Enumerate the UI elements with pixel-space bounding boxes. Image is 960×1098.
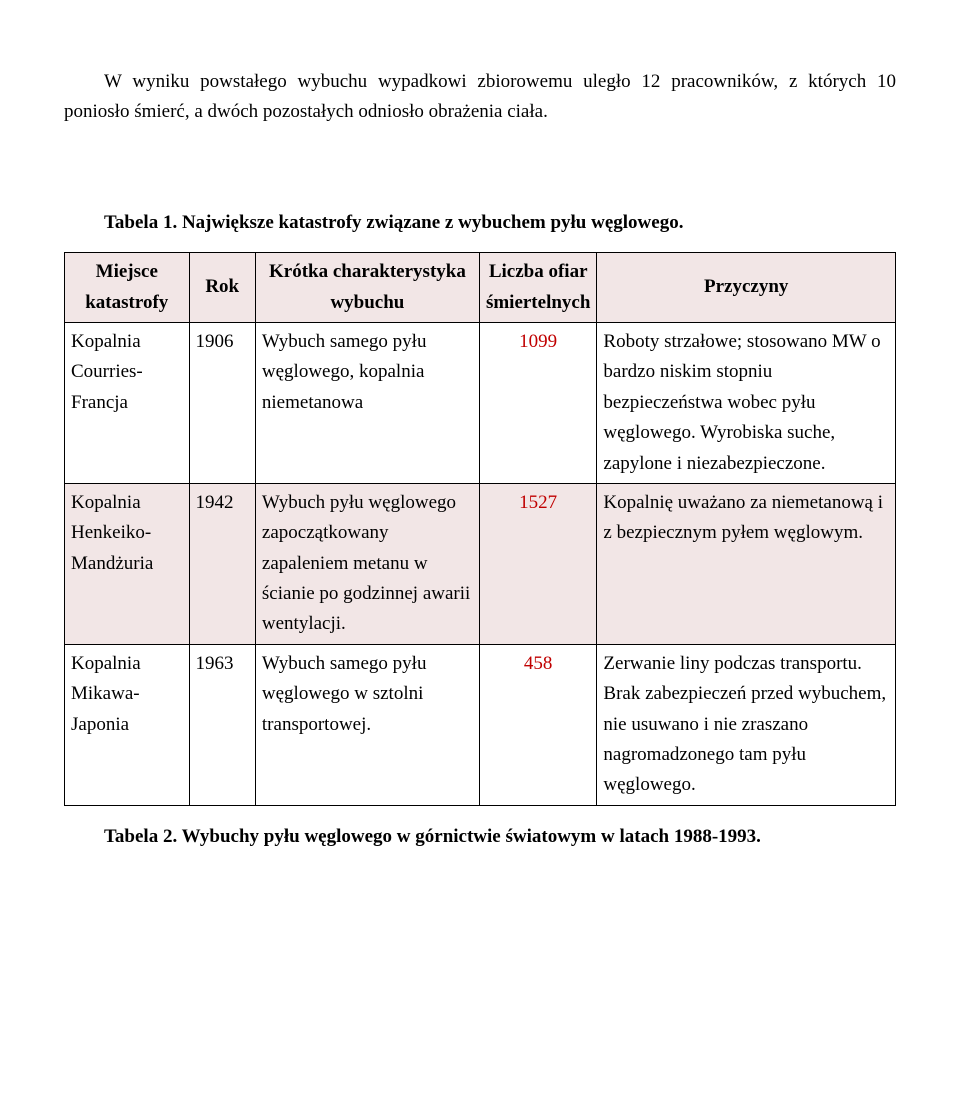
table1-header-row: Miejsce katastrofy Rok Krótka charaktery… xyxy=(65,253,896,323)
th-victims: Liczba ofiar śmiertelnych xyxy=(479,253,596,323)
cell-victims: 1527 xyxy=(479,483,596,644)
cell-year: 1963 xyxy=(189,644,255,805)
cell-causes: Roboty strzałowe; stosowano MW o bardzo … xyxy=(597,322,896,483)
table-row: Kopalnia Courries- Francja 1906 Wybuch s… xyxy=(65,322,896,483)
cell-place: Kopalnia Courries- Francja xyxy=(65,322,190,483)
cell-desc: Wybuch samego pyłu węglowego w sztolni t… xyxy=(255,644,479,805)
cell-place: Kopalnia Mikawa- Japonia xyxy=(65,644,190,805)
cell-victims: 458 xyxy=(479,644,596,805)
th-desc: Krótka charakterystyka wybuchu xyxy=(255,253,479,323)
th-place: Miejsce katastrofy xyxy=(65,253,190,323)
table-row: Kopalnia Mikawa- Japonia 1963 Wybuch sam… xyxy=(65,644,896,805)
cell-year: 1906 xyxy=(189,322,255,483)
cell-place: Kopalnia Henkeiko- Mandżuria xyxy=(65,483,190,644)
cell-desc: Wybuch pyłu węglowego zapoczątkowany zap… xyxy=(255,483,479,644)
cell-causes: Zerwanie liny podczas transportu. Brak z… xyxy=(597,644,896,805)
th-causes: Przyczyny xyxy=(597,253,896,323)
cell-victims: 1099 xyxy=(479,322,596,483)
table1-caption: Tabela 1. Największe katastrofy związane… xyxy=(64,208,896,238)
table2-caption: Tabela 2. Wybuchy pyłu węglowego w górni… xyxy=(64,822,896,852)
table-row: Kopalnia Henkeiko- Mandżuria 1942 Wybuch… xyxy=(65,483,896,644)
cell-causes: Kopalnię uważano za niemetanową i z bezp… xyxy=(597,483,896,644)
cell-desc: Wybuch samego pyłu węglowego, kopalnia n… xyxy=(255,322,479,483)
intro-paragraph: W wyniku powstałego wybuchu wypadkowi zb… xyxy=(64,67,896,128)
table1: Miejsce katastrofy Rok Krótka charaktery… xyxy=(64,252,896,806)
cell-year: 1942 xyxy=(189,483,255,644)
th-year: Rok xyxy=(189,253,255,323)
